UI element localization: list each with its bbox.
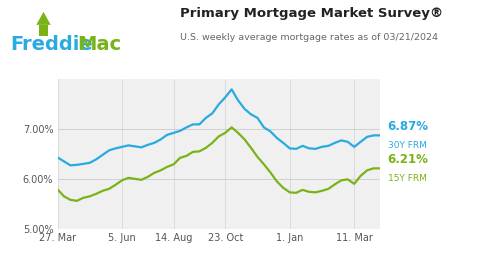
Text: 15Y FRM: 15Y FRM <box>388 174 426 183</box>
Bar <box>38 25 48 36</box>
Text: Freddie: Freddie <box>10 35 93 54</box>
Text: 30Y FRM: 30Y FRM <box>388 141 426 150</box>
Text: Mac: Mac <box>78 35 122 54</box>
Text: 6.87%: 6.87% <box>388 120 428 133</box>
Polygon shape <box>36 12 51 25</box>
Text: Primary Mortgage Market Survey®: Primary Mortgage Market Survey® <box>180 7 444 19</box>
Text: U.S. weekly average mortgage rates as of 03/21/2024: U.S. weekly average mortgage rates as of… <box>180 33 438 42</box>
Text: 6.21%: 6.21% <box>388 153 428 166</box>
